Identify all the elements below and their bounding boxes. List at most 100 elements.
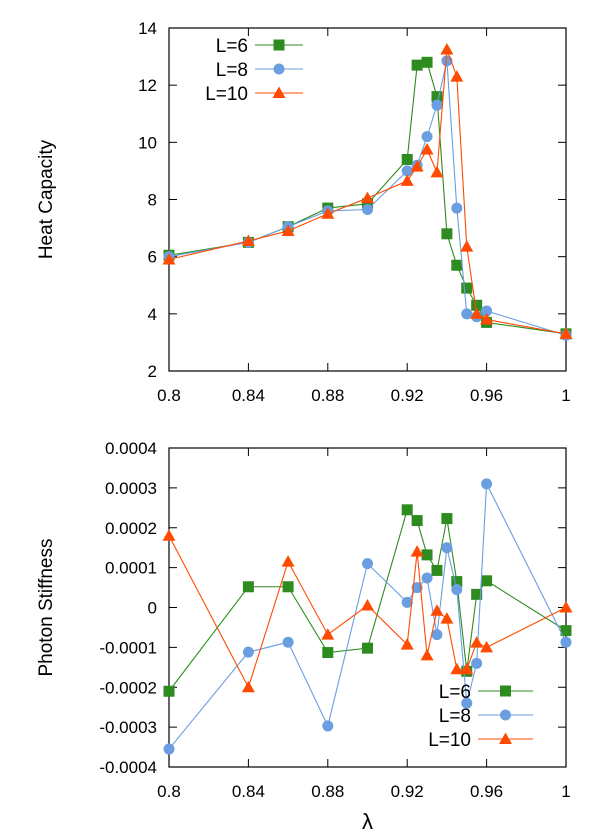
- legend-label: L=10: [205, 84, 248, 105]
- data-point: [420, 142, 434, 155]
- y-tick-label: -0.0002: [99, 678, 157, 697]
- legend-marker: [499, 732, 512, 744]
- data-point: [420, 648, 434, 661]
- y-tick-label: 8: [148, 191, 157, 210]
- data-point: [281, 224, 295, 236]
- y-tick-label: 14: [138, 19, 157, 38]
- data-point: [362, 558, 373, 570]
- data-point: [460, 662, 474, 675]
- data-point: [401, 504, 413, 516]
- y-tick-label: 0.0003: [105, 479, 157, 498]
- data-point: [410, 160, 424, 172]
- data-point: [431, 564, 443, 576]
- y-tick-label: 0.0004: [105, 439, 157, 458]
- series-L=8: [163, 478, 572, 755]
- legend-label: L=6: [439, 682, 471, 703]
- series-L=10: [162, 529, 573, 693]
- y-tick-label: 10: [138, 133, 157, 152]
- legend-marker: [272, 86, 286, 98]
- data-point: [282, 581, 294, 593]
- data-point: [421, 131, 433, 143]
- x-tick-label: 1: [561, 782, 570, 801]
- data-point: [451, 584, 463, 596]
- legend-marker: [273, 63, 285, 75]
- data-point: [451, 259, 463, 271]
- data-point: [163, 743, 175, 755]
- legend-marker: [500, 685, 511, 697]
- x-tick-label: 1: [561, 386, 570, 405]
- data-point: [481, 575, 493, 587]
- y-tick-label: 4: [148, 305, 157, 324]
- x-tick-label: 0.84: [232, 386, 265, 405]
- data-point: [411, 59, 423, 71]
- y-tick-label: -0.0003: [99, 718, 157, 737]
- data-point: [401, 165, 413, 177]
- data-point: [451, 576, 463, 588]
- x-tick-label: 0.88: [311, 782, 344, 801]
- data-point: [361, 191, 374, 204]
- data-point: [361, 599, 374, 611]
- y-axis-label: Photon Stiffness: [36, 538, 57, 676]
- legend-label: L=6: [216, 36, 248, 57]
- legend-label: L=8: [216, 60, 248, 81]
- y-axis-label: Heat Capacity: [36, 139, 57, 259]
- legend: L=6 L=8 L=10: [205, 36, 303, 105]
- data-point: [471, 657, 483, 669]
- y-tick-label: -0.0001: [99, 638, 157, 657]
- y-tick-label: 2: [148, 362, 157, 381]
- data-point: [470, 307, 484, 319]
- data-point: [241, 680, 255, 693]
- data-point: [321, 628, 335, 640]
- data-point: [461, 282, 473, 294]
- data-point: [440, 42, 454, 55]
- y-tick-label: 0.0001: [105, 559, 157, 578]
- x-tick-label: 0.96: [470, 386, 503, 405]
- data-point: [242, 646, 254, 658]
- data-point: [441, 542, 453, 554]
- y-tick-label: 12: [138, 76, 157, 95]
- x-tick-label: 0.92: [391, 386, 424, 405]
- data-point: [480, 313, 494, 325]
- legend-label: L=10: [428, 730, 471, 751]
- data-point: [461, 308, 473, 320]
- data-point: [440, 612, 454, 624]
- data-point: [401, 596, 413, 608]
- legend-marker: [273, 39, 285, 51]
- data-point: [461, 697, 473, 709]
- y-tick-label: -0.0004: [99, 758, 157, 777]
- x-axis-label: λ: [362, 809, 373, 834]
- data-point: [281, 555, 295, 567]
- data-point: [480, 640, 494, 653]
- data-point: [460, 240, 474, 252]
- data-point: [162, 529, 176, 541]
- data-point: [362, 198, 373, 210]
- y-tick-label: 6: [148, 248, 157, 267]
- data-point: [481, 305, 493, 317]
- data-point: [421, 572, 433, 584]
- data-point: [421, 549, 433, 561]
- data-point: [471, 299, 483, 311]
- data-point: [242, 581, 254, 593]
- data-point: [560, 625, 572, 637]
- data-point: [441, 513, 453, 525]
- y-tick-label: 0.0002: [105, 519, 157, 538]
- data-point: [322, 647, 334, 659]
- legend: L=6 L=8 L=10: [428, 682, 533, 751]
- data-point: [430, 165, 444, 178]
- data-point: [241, 234, 255, 246]
- data-point: [410, 545, 424, 557]
- series-line: [168, 481, 567, 750]
- data-point: [451, 202, 463, 214]
- data-point: [322, 720, 334, 732]
- data-point: [421, 56, 433, 68]
- data-point: [430, 604, 444, 616]
- data-point: [441, 228, 453, 240]
- data-point: [470, 636, 484, 648]
- data-point: [471, 588, 483, 600]
- data-point: [411, 515, 423, 527]
- data-point: [431, 91, 443, 103]
- data-point: [450, 662, 464, 675]
- data-point: [362, 204, 373, 216]
